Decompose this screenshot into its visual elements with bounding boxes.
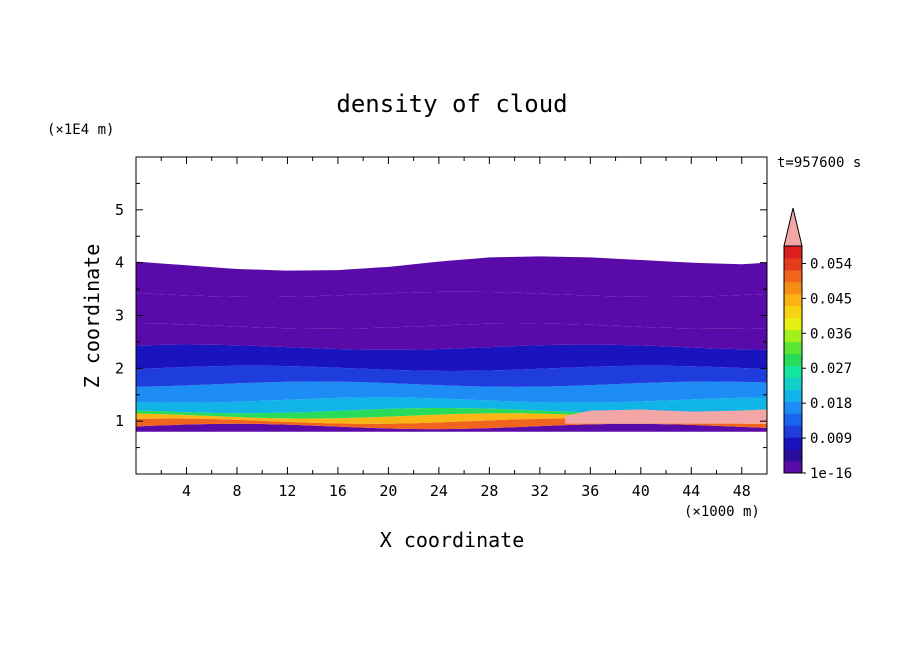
colorbar-swatch [784, 365, 802, 378]
colorbar-swatch [784, 305, 802, 319]
colorbar-swatch [784, 353, 802, 366]
x-axis-label: X coordinate [380, 528, 525, 552]
colorbar-tick-label: 0.036 [810, 326, 852, 342]
colorbar-swatch [784, 413, 802, 426]
colorbar-tick-label: 0.009 [810, 431, 852, 447]
x-tick-label: 32 [531, 482, 549, 500]
colorbar-swatch [784, 257, 802, 271]
colorbar-tick-label: 0.027 [810, 361, 852, 377]
y-unit-label: (×1E4 m) [47, 122, 114, 138]
cloud-layer [136, 397, 767, 414]
saturated-region [565, 409, 767, 424]
y-tick-label: 5 [115, 201, 124, 219]
x-tick-label: 8 [232, 482, 241, 500]
colorbar-swatch [784, 389, 802, 402]
colorbar-tick-label: 0.045 [810, 291, 852, 307]
y-axis: 1 2 3 4 5 [115, 182, 767, 449]
cloud-layer [136, 256, 767, 298]
colorbar-tick-label: 0.054 [810, 256, 852, 272]
colorbar-swatch [784, 293, 802, 307]
chart-title: density of cloud [336, 90, 567, 118]
y-tick-label: 1 [115, 412, 124, 430]
cloud-layer [136, 344, 767, 371]
colorbar-swatch [784, 281, 802, 295]
x-tick-label: 48 [733, 482, 751, 500]
colorbar-swatch [784, 341, 802, 355]
cloud-layer [136, 291, 767, 329]
cloud-layer [136, 381, 767, 403]
colorbar: 1e-16 0.009 0.018 0.027 0.036 0.045 0.054 [783, 207, 852, 482]
x-tick-label: 40 [632, 482, 650, 500]
colorbar-over-arrow [783, 207, 803, 247]
colorbar-swatch [784, 449, 802, 462]
colorbar-swatch [784, 425, 802, 438]
colorbar-swatch [784, 377, 802, 390]
x-tick-label: 24 [430, 482, 448, 500]
colorbar-swatch [784, 437, 802, 450]
x-tick-label: 36 [581, 482, 599, 500]
x-tick-label: 16 [329, 482, 347, 500]
x-tick-label: 4 [182, 482, 191, 500]
y-tick-label: 3 [115, 307, 124, 325]
colorbar-swatch [784, 401, 802, 414]
cloud-layer [136, 413, 767, 424]
x-tick-label: 44 [682, 482, 700, 500]
x-unit-label: (×1000 m) [684, 504, 760, 520]
y-axis-label: Z coordinate [80, 244, 104, 389]
x-tick-label: 28 [480, 482, 498, 500]
colorbar-swatch [784, 329, 802, 343]
y-tick-label: 4 [115, 254, 124, 272]
colorbar-swatch [784, 461, 802, 474]
x-tick-label: 12 [278, 482, 296, 500]
y-tick-label: 2 [115, 359, 124, 377]
x-axis: 4 8 12 16 20 24 28 32 36 40 44 48 [160, 157, 751, 500]
colorbar-swatch [784, 269, 802, 283]
cloud-layer [136, 365, 767, 387]
colorbar-swatch [784, 246, 802, 259]
colorbar-frame [783, 245, 803, 474]
colorbar-swatch [784, 317, 802, 331]
heatmap-field [136, 256, 767, 432]
colorbar-tick-label: 1e-16 [810, 466, 852, 482]
colorbar-tick-label: 0.018 [810, 396, 852, 412]
cloud-layer [136, 423, 767, 432]
x-tick-label: 20 [379, 482, 397, 500]
time-label: t=957600 s [777, 155, 861, 171]
cloud-layer [136, 323, 767, 350]
